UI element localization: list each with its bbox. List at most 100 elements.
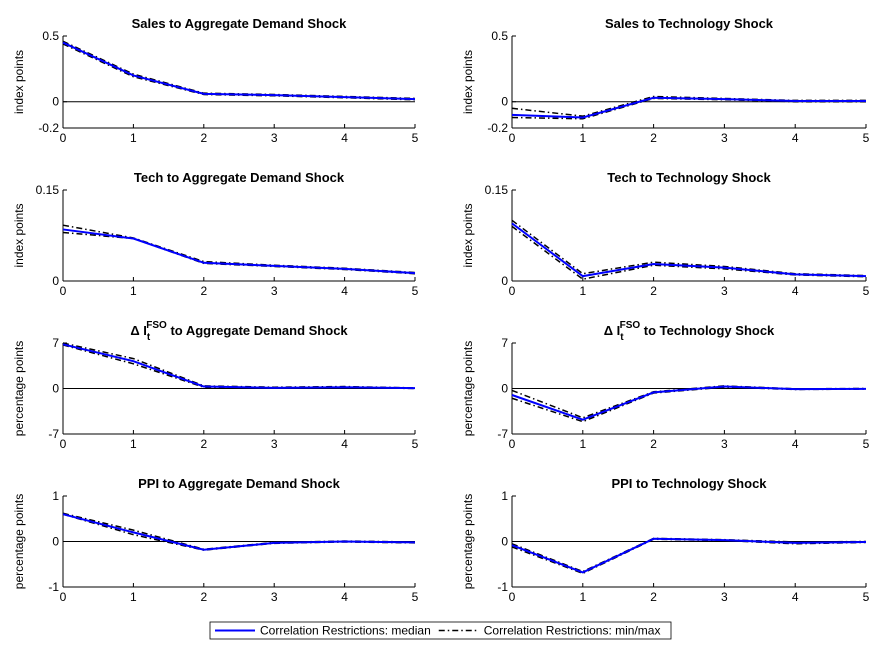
title-part: PPI to Technology Shock (611, 476, 767, 491)
x-tick-label: 1 (130, 284, 137, 298)
y-axis-label: index points (12, 50, 26, 114)
x-tick-label: 2 (200, 437, 207, 451)
x-tick-label: 2 (200, 284, 207, 298)
series-line (511, 386, 867, 423)
series-line (511, 225, 867, 280)
y-tick-label: 0.15 (485, 183, 509, 197)
series-line (511, 222, 867, 278)
x-tick-label: 2 (650, 590, 657, 604)
y-tick-label: 0 (52, 382, 59, 396)
title-part: Tech to Aggregate Demand Shock (134, 170, 345, 185)
y-tick-label: -1 (48, 580, 59, 594)
title-part: Sales to Aggregate Demand Shock (132, 16, 348, 31)
y-tick-label: -0.2 (487, 121, 508, 135)
y-tick-label: 1 (52, 489, 59, 503)
chart-title: Tech to Aggregate Demand Shock (134, 170, 345, 185)
title-part: Δ I (130, 323, 147, 338)
legend-label: Correlation Restrictions: min/max (484, 624, 661, 638)
x-tick-label: 0 (60, 284, 67, 298)
series-line (62, 513, 416, 551)
y-axis-label: percentage points (461, 494, 475, 589)
series-line (62, 512, 416, 550)
x-tick-label: 5 (412, 590, 419, 604)
series-line (62, 41, 416, 101)
x-tick-label: 1 (130, 437, 137, 451)
title-part: PPI to Aggregate Demand Shock (138, 476, 341, 491)
x-tick-label: 2 (650, 437, 657, 451)
x-tick-label: 2 (200, 590, 207, 604)
x-tick-label: 4 (792, 590, 799, 604)
x-tick-label: 0 (509, 284, 516, 298)
x-tick-label: 5 (863, 590, 870, 604)
chart-title: Sales to Technology Shock (605, 16, 774, 31)
y-axis-label: index points (461, 203, 475, 267)
x-tick-label: 0 (509, 437, 516, 451)
y-axis-label: percentage points (461, 341, 475, 436)
series-line (62, 231, 416, 275)
x-tick-label: 0 (60, 590, 67, 604)
x-tick-label: 2 (200, 131, 207, 145)
series-line (511, 385, 867, 419)
series-line (62, 342, 416, 389)
y-tick-label: 7 (52, 336, 59, 350)
x-tick-label: 3 (271, 590, 278, 604)
y-axis-label: index points (461, 50, 475, 114)
title-part: to Technology Shock (640, 323, 775, 338)
x-tick-label: 3 (721, 131, 728, 145)
x-tick-label: 0 (60, 131, 67, 145)
y-tick-label: 0 (52, 535, 59, 549)
y-tick-label: 0 (501, 274, 508, 288)
series-line (511, 219, 867, 277)
x-tick-label: 5 (412, 131, 419, 145)
y-axis-label: percentage points (12, 494, 26, 589)
x-tick-label: 1 (579, 590, 586, 604)
x-tick-label: 5 (412, 284, 419, 298)
y-tick-label: 1 (501, 489, 508, 503)
y-axis-label: index points (12, 203, 26, 267)
chart-title: PPI to Technology Shock (611, 476, 767, 491)
title-part: to Aggregate Demand Shock (167, 323, 349, 338)
series-line (62, 43, 416, 101)
title-part: t (620, 332, 624, 343)
x-tick-label: 5 (863, 131, 870, 145)
title-part: Sales to Technology Shock (605, 16, 774, 31)
title-part: Δ I (604, 323, 621, 338)
title-part: FSO (146, 320, 167, 331)
y-tick-label: 0.15 (36, 183, 60, 197)
x-tick-label: 4 (792, 437, 799, 451)
y-tick-label: 0 (52, 274, 59, 288)
y-tick-label: -7 (497, 427, 508, 441)
title-part: FSO (620, 320, 641, 331)
series-line (62, 228, 416, 275)
x-tick-label: 5 (863, 284, 870, 298)
x-tick-label: 3 (721, 437, 728, 451)
y-tick-label: 0 (52, 95, 59, 109)
x-tick-label: 0 (60, 437, 67, 451)
x-tick-label: 3 (271, 284, 278, 298)
x-tick-label: 4 (341, 590, 348, 604)
series-line (511, 385, 867, 421)
x-tick-label: 4 (341, 131, 348, 145)
x-tick-label: 5 (863, 437, 870, 451)
y-tick-label: 0 (501, 95, 508, 109)
x-tick-label: 3 (271, 437, 278, 451)
x-tick-label: 0 (509, 131, 516, 145)
y-tick-label: 0.5 (42, 29, 59, 43)
x-tick-label: 3 (271, 131, 278, 145)
x-tick-label: 1 (130, 590, 137, 604)
x-tick-label: 3 (721, 284, 728, 298)
legend-label: Correlation Restrictions: median (260, 624, 431, 638)
series-line (62, 513, 416, 551)
y-tick-label: -0.2 (38, 121, 59, 135)
x-tick-label: 5 (412, 437, 419, 451)
y-tick-label: 7 (501, 336, 508, 350)
series-line (511, 96, 866, 119)
series-line (511, 537, 867, 574)
series-line (62, 40, 416, 100)
chart-title: PPI to Aggregate Demand Shock (138, 476, 341, 491)
x-tick-label: 1 (130, 131, 137, 145)
y-tick-label: 0.5 (491, 29, 508, 43)
y-tick-label: -7 (48, 427, 59, 441)
x-tick-label: 4 (341, 437, 348, 451)
series-line (62, 343, 416, 390)
